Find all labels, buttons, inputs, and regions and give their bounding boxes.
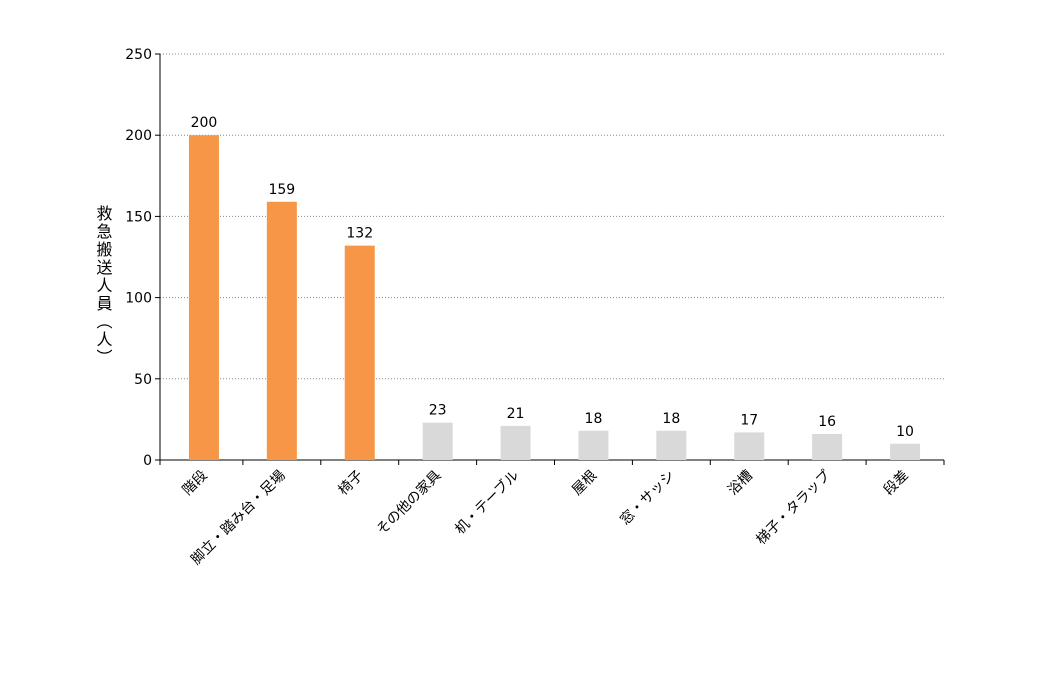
x-tick-label: 浴槽 (725, 468, 756, 499)
value-label: 18 (585, 411, 603, 427)
x-tick-label: 梯子・タラップ (753, 468, 834, 549)
value-label: 16 (818, 414, 836, 430)
x-tick-label: 机・テーブル (452, 467, 523, 538)
bar (578, 430, 609, 460)
x-tick-label: 段差 (881, 468, 912, 499)
value-label: 10 (896, 424, 914, 440)
x-tick-label: 階段 (180, 468, 211, 499)
bar (500, 425, 531, 460)
value-label: 200 (191, 115, 218, 131)
bar (812, 434, 843, 460)
y-tick-label: 0 (143, 453, 152, 469)
x-tick-label: 窓・サッシ (617, 467, 679, 529)
value-label: 17 (740, 412, 758, 428)
bar (188, 135, 219, 460)
y-axis-title: 救急搬送人員（人） (94, 205, 113, 367)
x-tick-label: 屋根 (569, 468, 600, 499)
y-tick-label: 50 (134, 372, 152, 388)
x-tick-label: 椅子 (335, 468, 366, 499)
value-label: 159 (268, 182, 295, 198)
y-tick-label: 250 (125, 47, 152, 63)
y-tick-label: 100 (125, 291, 152, 307)
value-label: 132 (346, 226, 373, 242)
bar (890, 443, 921, 460)
x-tick-label: その他の家具 (373, 467, 444, 538)
bar (344, 245, 375, 460)
y-tick-label: 150 (125, 209, 152, 225)
value-label: 18 (662, 411, 680, 427)
y-tick-label: 200 (125, 128, 152, 144)
value-label: 21 (507, 406, 525, 422)
bar (734, 432, 765, 460)
bar (656, 430, 687, 460)
value-label: 23 (429, 403, 447, 419)
bar (266, 201, 297, 460)
bar (422, 422, 453, 460)
